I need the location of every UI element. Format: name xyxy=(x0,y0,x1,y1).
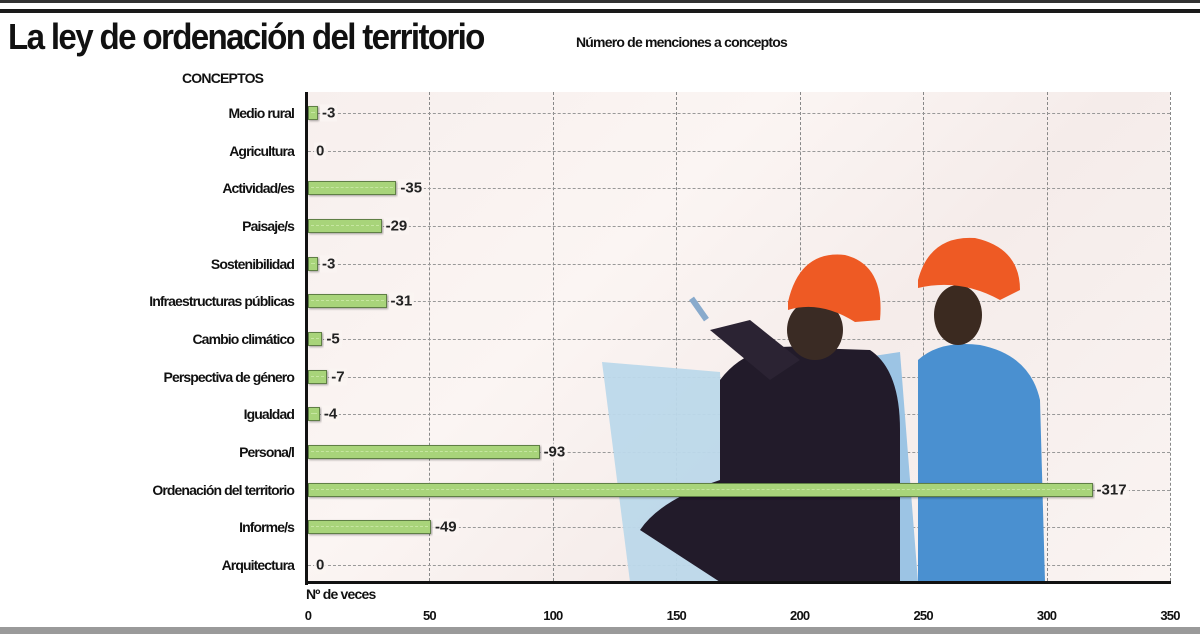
top-rule-thick xyxy=(0,9,1200,13)
value-label: 0 xyxy=(314,556,327,574)
bottom-rule xyxy=(0,627,1200,634)
category-label: Actividad/es xyxy=(222,180,295,197)
value-label: -93 xyxy=(541,443,568,461)
bar xyxy=(308,106,318,120)
bar xyxy=(308,445,540,460)
category-label: Persona/l xyxy=(239,444,295,461)
horizontal-gridline xyxy=(308,150,1170,152)
bar xyxy=(308,181,397,196)
vertical-gridline xyxy=(552,92,554,581)
vertical-gridline xyxy=(429,92,431,581)
bar xyxy=(308,256,318,271)
category-label: Informe/s xyxy=(239,519,295,536)
x-tick-label: 0 xyxy=(304,608,312,623)
x-tick-label: 250 xyxy=(913,608,933,623)
value-label: -4 xyxy=(321,405,340,423)
workers-photo-illustration xyxy=(602,237,1045,582)
category-label: Igualdad xyxy=(243,406,295,423)
value-label: -3 xyxy=(320,104,338,122)
category-label: Ordenación del territorio xyxy=(152,481,295,498)
bar xyxy=(308,219,382,233)
chart-title: La ley de ordenación del territorio xyxy=(8,16,485,57)
x-tick-label: 50 xyxy=(422,608,437,623)
x-tick-label: 200 xyxy=(790,608,810,623)
x-tick-label: 300 xyxy=(1036,608,1057,623)
value-label: -31 xyxy=(388,292,415,310)
category-label: Agricultura xyxy=(229,142,295,159)
y-axis-line xyxy=(305,92,308,585)
value-label: -317 xyxy=(1094,481,1129,499)
horizontal-gridline xyxy=(308,301,1170,303)
horizontal-gridline xyxy=(308,226,1170,227)
x-tick-label: 150 xyxy=(666,608,687,623)
value-label: -35 xyxy=(398,179,425,197)
value-label: -3 xyxy=(320,255,338,273)
category-label: Arquitectura xyxy=(221,557,295,574)
x-tick-label: 100 xyxy=(543,608,563,623)
category-label: Cambio climático xyxy=(192,331,294,348)
vertical-gridline xyxy=(923,92,925,581)
value-label: 0 xyxy=(314,142,327,160)
vertical-gridline xyxy=(676,92,678,581)
bar xyxy=(308,520,431,535)
x-tick-label: 350 xyxy=(1160,608,1180,623)
chart-subtitle: Número de menciones a conceptos xyxy=(576,34,788,50)
horizontal-gridline xyxy=(308,188,1170,190)
category-label: Sostenibilidad xyxy=(210,255,295,272)
category-label: Paisaje/s xyxy=(242,218,295,234)
value-label: -49 xyxy=(432,518,459,536)
vertical-gridline xyxy=(1170,92,1171,581)
bar xyxy=(308,332,323,347)
vertical-gridline xyxy=(1046,92,1048,581)
bar xyxy=(308,294,387,309)
horizontal-gridline xyxy=(308,263,1170,265)
value-label: -5 xyxy=(324,330,342,348)
value-label: -29 xyxy=(383,217,410,235)
value-label: -7 xyxy=(329,368,347,386)
category-label: Perspectiva de género xyxy=(163,368,295,385)
category-label: Medio rural xyxy=(228,105,294,121)
bar xyxy=(308,407,320,422)
x-axis-line xyxy=(305,581,1171,584)
top-rule xyxy=(0,0,1200,3)
horizontal-gridline xyxy=(308,113,1170,114)
y-axis-header: CONCEPTOS xyxy=(182,70,264,86)
category-label: Infraestructuras públicas xyxy=(149,293,295,310)
bar xyxy=(308,482,1093,497)
bar xyxy=(308,369,328,384)
x-axis-label: Nº de veces xyxy=(306,586,376,602)
